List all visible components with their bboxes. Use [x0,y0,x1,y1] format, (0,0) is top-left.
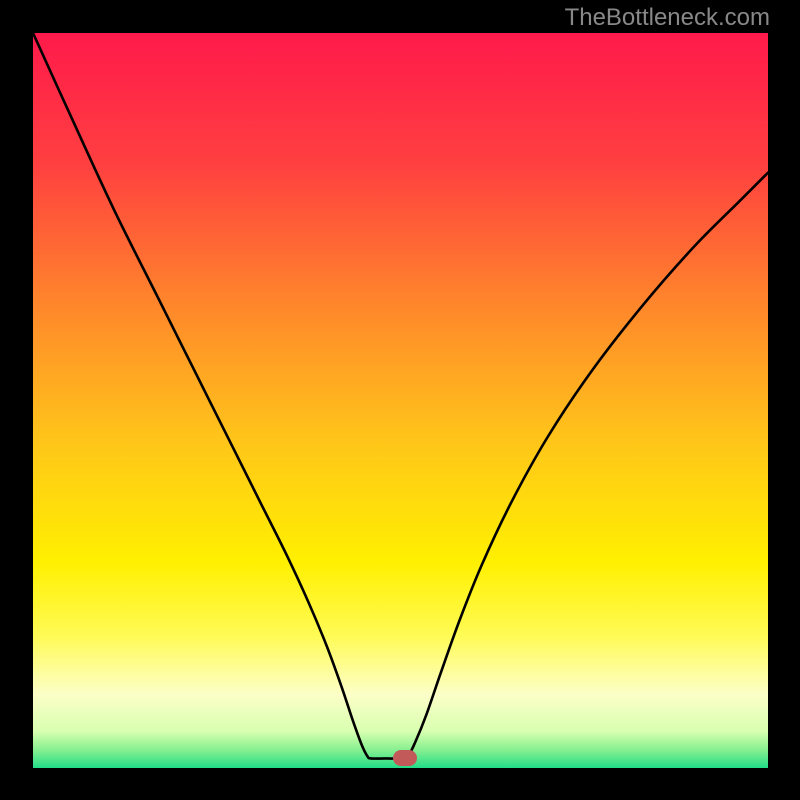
optimum-marker [393,750,417,766]
plot-area [33,33,768,768]
watermark-text: TheBottleneck.com [565,4,770,32]
bottleneck-curve [33,33,768,768]
